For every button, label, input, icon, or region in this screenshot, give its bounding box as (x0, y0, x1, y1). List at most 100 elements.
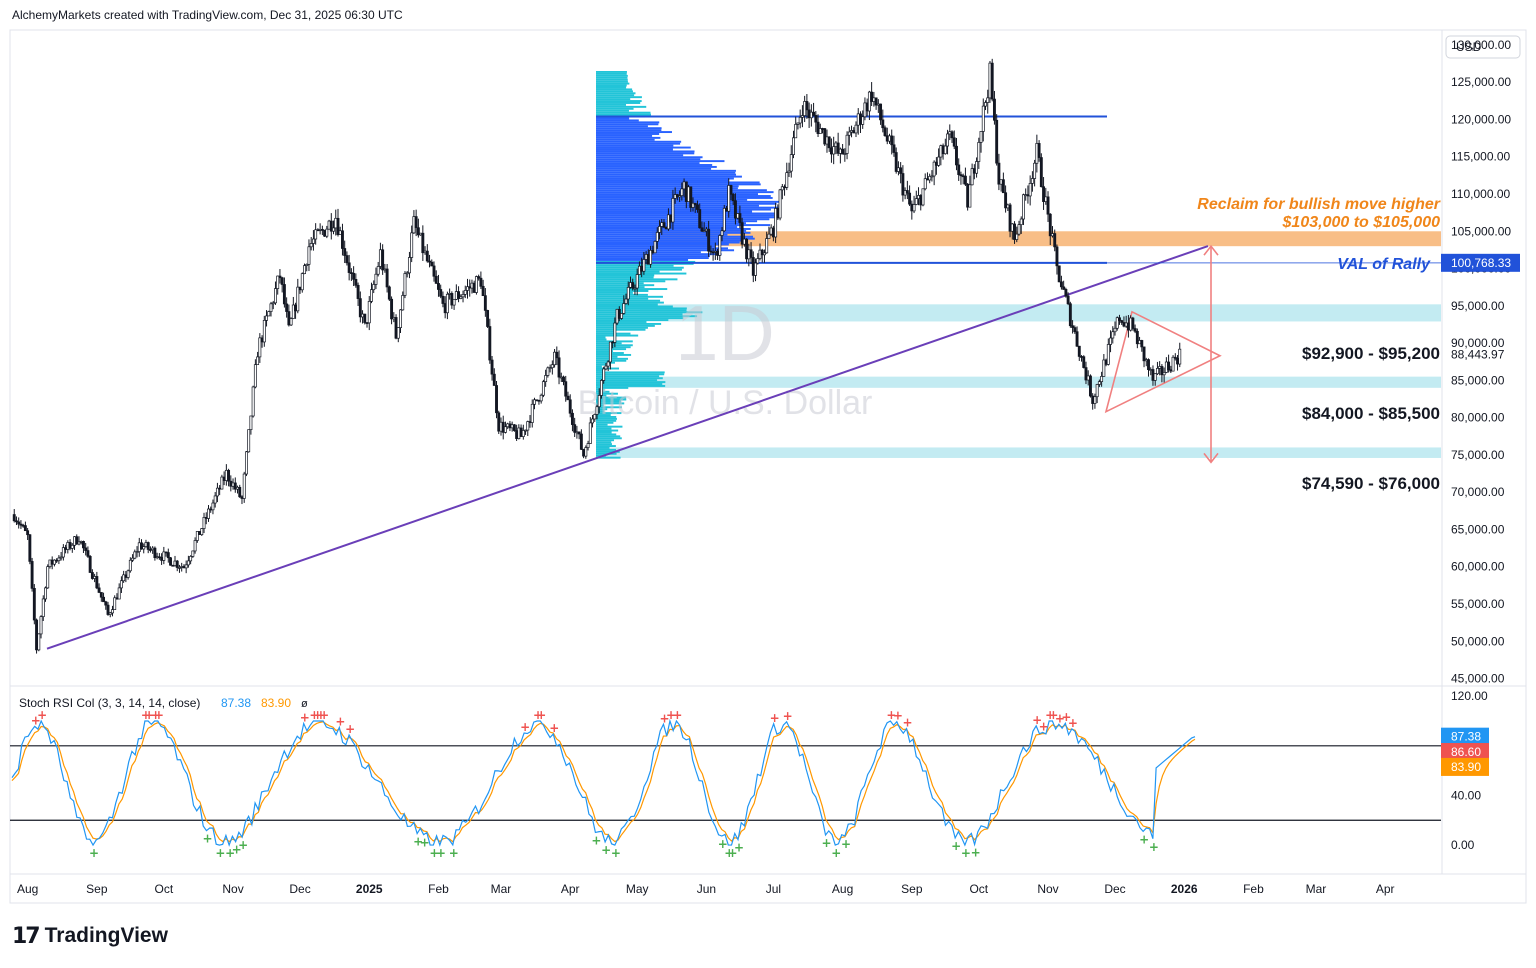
stoch-buy-marker: + (841, 837, 851, 851)
candle-up (1109, 337, 1112, 345)
candle-up (318, 228, 322, 231)
candle-down (1075, 331, 1079, 347)
candle-up (809, 111, 813, 119)
candle-down (651, 249, 655, 254)
stoch-sell-marker: + (666, 708, 676, 722)
candle-up (539, 394, 543, 402)
candle-up (1095, 384, 1099, 398)
volume-bar (596, 218, 770, 221)
candle-up (1111, 331, 1115, 339)
candle-down (240, 496, 244, 499)
volume-bar (596, 398, 627, 401)
volume-bar (596, 179, 729, 182)
stoch-sell-marker: + (1039, 719, 1049, 733)
candle-up (445, 293, 449, 314)
candle-up (247, 429, 251, 453)
candle-up (687, 186, 690, 202)
candle-down (432, 265, 436, 277)
candle-down (198, 531, 202, 535)
candle-up (249, 415, 253, 431)
candle-up (526, 421, 530, 431)
volume-bar (596, 117, 630, 120)
candle-down (486, 310, 490, 327)
candle-down (934, 161, 938, 166)
candle-down (106, 604, 110, 615)
price-tick: 55,000.00 (1451, 597, 1505, 611)
volume-bar (596, 425, 623, 428)
stoch-sell-marker: + (893, 709, 903, 723)
candle-up (1153, 373, 1157, 381)
candle-up (61, 547, 65, 558)
stoch-buy-marker: + (429, 846, 439, 860)
stoch-sell-marker: + (903, 716, 913, 730)
candle-down (892, 144, 896, 153)
candle-down (1084, 367, 1088, 381)
stoch-buy-marker: + (238, 838, 248, 852)
stoch-sell-marker: + (309, 708, 319, 722)
candle-up (1158, 366, 1162, 369)
candle-up (155, 556, 159, 559)
stoch-sell-marker: + (672, 708, 682, 722)
volume-bar (596, 195, 771, 197)
candle-up (77, 541, 81, 545)
stoch-buy-marker: + (449, 846, 459, 860)
time-tick: Mar (491, 882, 512, 896)
candle-down (664, 227, 668, 230)
candle-down (115, 597, 119, 600)
candle-down (182, 566, 186, 569)
stoch-sell-marker: + (520, 720, 530, 734)
candle-up (975, 161, 979, 174)
volume-bar (596, 274, 655, 277)
candle-down (700, 227, 704, 232)
candle-down (430, 261, 434, 267)
candle-down (1046, 196, 1050, 215)
stoch-buy-marker: + (961, 846, 971, 860)
volume-bar (596, 123, 659, 126)
candle-up (1006, 204, 1010, 209)
candle-up (787, 170, 791, 174)
price-tick: 80,000.00 (1451, 411, 1505, 425)
candle-down (490, 359, 494, 375)
volume-bar (596, 136, 661, 139)
candle-up (448, 293, 452, 295)
candle-down (1082, 356, 1086, 368)
candle-down (698, 209, 702, 229)
candle-up (405, 272, 409, 275)
candle-up (597, 395, 601, 408)
candle-up (727, 185, 731, 212)
candle-up (977, 142, 981, 162)
candle-down (952, 137, 956, 147)
stoch-sell-marker: + (886, 708, 896, 722)
volume-bar (596, 303, 658, 306)
candle-down (883, 127, 887, 137)
candle-up (943, 145, 947, 155)
candle-up (1144, 359, 1148, 362)
volume-bar (596, 72, 627, 75)
candle-up (626, 287, 630, 300)
candle-up (653, 240, 657, 254)
candle-up (838, 148, 842, 154)
candle-down (298, 286, 302, 291)
candle-down (1026, 194, 1030, 197)
candle-down (1042, 186, 1046, 202)
candle-up (588, 422, 592, 444)
tradingview-brand: TradingView (44, 924, 168, 947)
candle-up (553, 351, 557, 366)
candle-down (160, 557, 164, 561)
candle-up (780, 186, 784, 191)
stoch-sell-marker: + (300, 711, 310, 725)
candle-up (785, 172, 789, 188)
candle-down (363, 313, 367, 323)
stoch-sell-marker: + (144, 708, 154, 722)
candle-down (171, 564, 175, 567)
volume-bar (596, 346, 631, 349)
candle-up (794, 123, 798, 139)
volume-bar (596, 437, 622, 440)
time-axis[interactable]: Aug Sep Oct Nov Dec 2025 Feb Mar Apr May Jun Jul Aug… (17, 882, 1395, 896)
tradingview-logo[interactable]: 17 TradingView (12, 922, 168, 950)
price-tick: 75,000.00 (1451, 448, 1505, 462)
price-tick: 125,000.00 (1451, 75, 1511, 89)
price-tick: 85,000.00 (1451, 373, 1505, 387)
